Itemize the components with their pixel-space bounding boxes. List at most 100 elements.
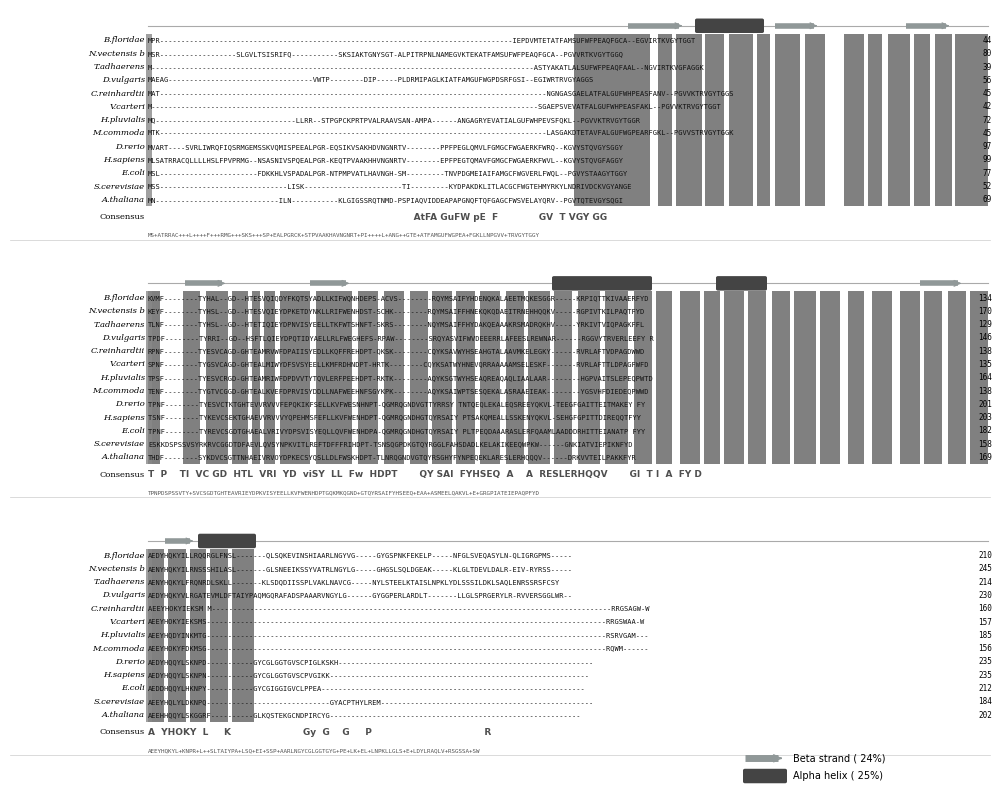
Text: C.reinhardtii: C.reinhardtii bbox=[91, 347, 145, 355]
Text: THDF--------SYKDVCSGTTNHAEIVRVOYDPKECSYQSLLDLFWSKHDPT-TLNRQGNDVGTQYRSGHYFYNPEQEK: THDF--------SYKDVCSGTTNHAEIVRVOYDPKECSYQ… bbox=[148, 455, 637, 460]
Text: H.pluvialis: H.pluvialis bbox=[100, 374, 145, 382]
Text: AEDDHQQYLHKNPY-----------GYCGIGGIGVCLPPEA---------------------------------------: AEDDHQQYLHKNPY-----------GYCGIGGIGVCLPPE… bbox=[148, 686, 586, 691]
Text: Alpha helix ( 25%): Alpha helix ( 25%) bbox=[793, 771, 883, 781]
Bar bbox=[148, 291, 160, 464]
Text: TSNF--------TYKEVCSEKTGHAEVVRVVVYQPEHMSFEFLLKVFWENHDPT-QGMRQGNDHGTQYRSAIY PTSAKQ: TSNF--------TYKEVCSEKTGHAEVVRVVVYQPEHMSF… bbox=[148, 415, 641, 420]
Text: B.floridae: B.floridae bbox=[104, 294, 145, 302]
Bar bbox=[724, 291, 744, 464]
Bar bbox=[480, 291, 500, 464]
Bar bbox=[206, 291, 228, 464]
Text: M.commoda: M.commoda bbox=[93, 130, 145, 138]
Text: 235: 235 bbox=[978, 671, 992, 679]
Text: TLNF--------TYHSL--GD--HTETIQIEYDPNVISYEELLTKFWTSHNFT-SKRS--------NQYMSAIFFHYDAK: TLNF--------TYHSL--GD--HTETIQIEYDPNVISYE… bbox=[148, 322, 645, 328]
Bar bbox=[358, 291, 378, 464]
Text: Consensus: Consensus bbox=[100, 471, 145, 479]
Bar bbox=[148, 549, 164, 722]
Text: MVART----SVRLIWRQFIQSRMGEMSSKVQMISPEEALPGR-EQSIKVSAKHDVNGNRTV--------PPFPEGLQMVL: MVART----SVRLIWRQFIQSRMGEMSSKVQMISPEEALP… bbox=[148, 144, 624, 150]
Text: N.vectensis b: N.vectensis b bbox=[88, 308, 145, 316]
Text: B.floridae: B.floridae bbox=[104, 36, 145, 44]
Bar bbox=[232, 549, 254, 722]
Bar bbox=[676, 34, 702, 207]
Text: T.adhaerens: T.adhaerens bbox=[94, 320, 145, 328]
Text: KEYF--------TYHSL--GD--HTESVQIEYDPKETDYNKLLRIFWENHDST-SCHK--------RQYMSAIFFHNEKQ: KEYF--------TYHSL--GD--HTESVQIEYDPKETDYN… bbox=[148, 308, 645, 314]
Text: 169: 169 bbox=[978, 453, 992, 462]
Text: S.cerevisiae: S.cerevisiae bbox=[94, 440, 145, 448]
Text: 157: 157 bbox=[978, 617, 992, 626]
Text: N.vectensis b: N.vectensis b bbox=[88, 565, 145, 573]
Text: 245: 245 bbox=[978, 564, 992, 573]
Bar bbox=[384, 291, 404, 464]
Text: 202: 202 bbox=[978, 711, 992, 720]
Bar bbox=[316, 291, 352, 464]
FancyBboxPatch shape bbox=[743, 769, 787, 783]
Text: TPNF--------TYESVCTKTGHTEVVRVVVFEPQKIKFSELLKVFWESNHNPT-QGMRQGNDVGTTYRRSY TNTQEQL: TPNF--------TYESVCTKTGHTEVVRVVVFEPQKIKFS… bbox=[148, 402, 645, 407]
Text: 185: 185 bbox=[978, 631, 992, 640]
Text: MAEAG----------------------------------VWTP--------DIP-----PLDRMIPAGLKIATFAMGUFW: MAEAG----------------------------------V… bbox=[148, 77, 594, 83]
Bar bbox=[704, 291, 720, 464]
Bar bbox=[168, 549, 186, 722]
Bar bbox=[970, 291, 988, 464]
Bar bbox=[805, 34, 825, 207]
Bar bbox=[872, 291, 892, 464]
Text: 158: 158 bbox=[978, 440, 992, 448]
Text: 39: 39 bbox=[983, 63, 992, 72]
Text: 52: 52 bbox=[983, 182, 992, 191]
Bar bbox=[680, 291, 700, 464]
Text: V.carteri: V.carteri bbox=[109, 361, 145, 369]
Text: 156: 156 bbox=[978, 644, 992, 653]
Bar bbox=[729, 34, 753, 207]
Text: 230: 230 bbox=[978, 591, 992, 600]
Text: AEEYHQDYINKMTG------------------------------------------------------------------: AEEYHQDYINKMTG--------------------------… bbox=[148, 633, 650, 638]
Text: AEDYHQQYLSKNPD-----------GYCGLGGTGVSCPIGLKSKH-----------------------------------: AEDYHQQYLSKNPD-----------GYCGLGGTGVSCPIG… bbox=[148, 659, 594, 665]
Text: 80: 80 bbox=[983, 49, 992, 58]
Text: D.rerio: D.rerio bbox=[115, 658, 145, 666]
Text: MAT-----------------------------------------------------------------------------: MAT-------------------------------------… bbox=[148, 91, 734, 97]
Text: D.vulgaris: D.vulgaris bbox=[102, 76, 145, 85]
Text: A.thaliana: A.thaliana bbox=[102, 453, 145, 461]
Bar bbox=[506, 291, 524, 464]
Text: S.cerevisiae: S.cerevisiae bbox=[94, 183, 145, 191]
Text: MPR-----------------------------------------------------------------------------: MPR-------------------------------------… bbox=[148, 38, 696, 43]
Text: C.reinhardtii: C.reinhardtii bbox=[91, 605, 145, 613]
Bar bbox=[146, 291, 152, 464]
Bar bbox=[924, 291, 942, 464]
Text: 97: 97 bbox=[983, 142, 992, 151]
Text: S.cerevisiae: S.cerevisiae bbox=[94, 698, 145, 706]
Text: D.rerio: D.rerio bbox=[115, 142, 145, 151]
Text: AEEYHQLYLDKNPQ-----------------------------GYACPTHYLREM-------------------------: AEEYHQLYLDKNPQ--------------------------… bbox=[148, 699, 594, 704]
Text: AEDYHQKYVLRGATEVMLDFTAIYPAQMGQRAFADSPAAARVNGYLG------GYGGPERLARDLT-------LLGLSPR: AEDYHQKYVLRGATEVMLDFTAIYPAQMGQRAFADSPAAA… bbox=[148, 592, 573, 598]
Text: TENF--------TYGTVCGGD-GHTEALKVEFDPRVISYDDLLNAFWEEHNFSGYKPK--------AQYKSAIWPTSESQ: TENF--------TYGTVCGGD-GHTEALKVEFDPRVISYD… bbox=[148, 388, 650, 394]
Bar bbox=[210, 549, 228, 722]
Text: AEEYHOKYFDKMSG------------------------------------------------------------------: AEEYHOKYFDKMSG--------------------------… bbox=[148, 646, 650, 651]
Text: MN-----------------------------ILN-----------KLGIGSSRQTNMD-PSPIAQVIDDEAPAPGNQFTQ: MN-----------------------------ILN------… bbox=[148, 197, 624, 203]
Text: TPSF--------TYESVCRGD-GHTEAMRIWFDPDVVTYTQVLERFPEEHDPT-RKTK--------AQYKSGTWYHSEAQ: TPSF--------TYESVCRGD-GHTEAMRIWFDPDVVTYT… bbox=[148, 375, 654, 381]
Text: ESKKDSPSSVSYRKRVCGGDTDFAEVLQVSYNPKVITLREFTDFFFRIHDPT-TSNSQGPDKGTQYRGGLFAHSDADLKE: ESKKDSPSSVSYRKRVCGGDTDFAEVLQVSYNPKVITLRE… bbox=[148, 441, 633, 447]
Bar bbox=[914, 34, 930, 207]
Text: 56: 56 bbox=[983, 76, 992, 85]
Bar bbox=[410, 291, 428, 464]
Text: V.carteri: V.carteri bbox=[109, 618, 145, 626]
Text: AtFA GuFW pE  F             GV  T VGY GG: AtFA GuFW pE F GV T VGY GG bbox=[148, 213, 607, 221]
Bar bbox=[757, 34, 770, 207]
Bar bbox=[888, 34, 910, 207]
Text: V.carteri: V.carteri bbox=[109, 103, 145, 111]
Text: 203: 203 bbox=[978, 413, 992, 422]
Text: N.vectensis b: N.vectensis b bbox=[88, 50, 145, 58]
Text: 42: 42 bbox=[983, 102, 992, 111]
Text: 77: 77 bbox=[983, 169, 992, 178]
Text: T  P    TI  VC GD  HTL  VRI  YD  viSY  LL  Fw  HDPT       QY SAI  FYHSEQ  A    A: T P TI VC GD HTL VRI YD viSY LL Fw HDPT … bbox=[148, 470, 702, 479]
Text: A.thaliana: A.thaliana bbox=[102, 196, 145, 204]
Text: D.rerio: D.rerio bbox=[115, 400, 145, 408]
Text: E.coli: E.coli bbox=[121, 427, 145, 435]
Bar bbox=[146, 549, 152, 722]
Text: 44: 44 bbox=[983, 36, 992, 45]
FancyBboxPatch shape bbox=[552, 276, 652, 291]
Bar bbox=[183, 291, 200, 464]
Bar bbox=[232, 291, 248, 464]
Bar bbox=[456, 291, 475, 464]
Text: 134: 134 bbox=[978, 294, 992, 303]
Bar bbox=[948, 291, 966, 464]
Bar bbox=[848, 291, 864, 464]
Text: AENYHQKYILRNSSSHILASL-------GLSNEEIKSSYVATRLNGYLG-----GHGSLSQLDGEAK-----KLGLTDEV: AENYHQKYILRNSSSHILASL-------GLSNEEIKSSYV… bbox=[148, 566, 573, 572]
Bar bbox=[868, 34, 882, 207]
